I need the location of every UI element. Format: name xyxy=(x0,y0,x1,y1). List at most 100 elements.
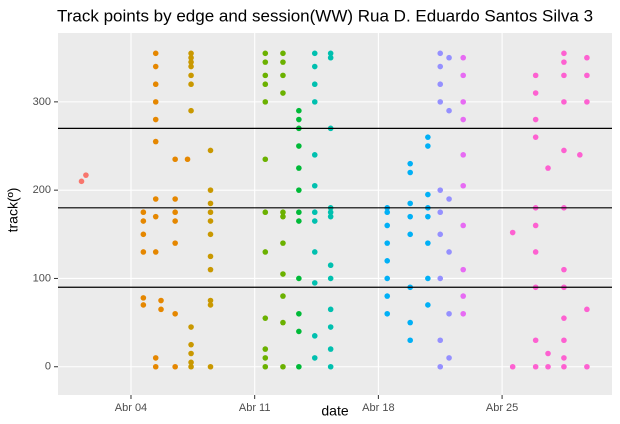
point xyxy=(407,213,413,220)
chart-title: Track points by edge and session(WW) Rua… xyxy=(57,6,593,25)
point xyxy=(172,240,178,246)
point xyxy=(446,310,452,317)
point xyxy=(188,63,194,70)
point xyxy=(152,116,159,123)
point xyxy=(311,333,318,339)
point xyxy=(425,213,431,220)
point xyxy=(384,209,391,216)
point xyxy=(532,72,539,79)
point xyxy=(446,355,452,361)
plot-panel xyxy=(58,33,612,395)
point xyxy=(561,99,567,105)
point xyxy=(532,222,539,229)
point xyxy=(425,302,431,308)
point xyxy=(140,209,147,216)
point xyxy=(280,271,286,277)
point xyxy=(207,302,214,308)
point xyxy=(152,138,159,145)
point xyxy=(545,363,551,370)
point xyxy=(296,143,302,149)
point xyxy=(577,152,583,158)
point xyxy=(509,363,516,370)
point xyxy=(262,249,269,255)
point xyxy=(407,160,413,167)
point xyxy=(584,99,590,105)
point xyxy=(188,107,194,114)
point xyxy=(152,363,159,370)
point xyxy=(188,54,194,61)
point xyxy=(327,324,334,330)
point xyxy=(140,231,147,238)
point xyxy=(207,147,214,154)
point xyxy=(152,355,159,361)
point xyxy=(425,134,431,140)
point xyxy=(327,363,334,370)
point xyxy=(561,266,567,273)
point xyxy=(446,107,452,114)
point xyxy=(327,306,334,313)
point xyxy=(425,240,431,246)
point xyxy=(584,363,590,370)
x-axis-label: date xyxy=(321,403,348,419)
point xyxy=(140,218,147,224)
point xyxy=(437,275,444,282)
point xyxy=(262,81,269,88)
point xyxy=(561,355,567,361)
point xyxy=(296,218,302,224)
point xyxy=(262,72,269,79)
point xyxy=(152,81,159,88)
point xyxy=(262,50,269,57)
point xyxy=(280,240,286,246)
x-tick-label: Abr 11 xyxy=(239,402,271,414)
point xyxy=(460,54,467,61)
point xyxy=(262,99,269,105)
point xyxy=(158,297,164,304)
point xyxy=(172,209,178,216)
point xyxy=(262,355,269,361)
point xyxy=(188,81,194,88)
point xyxy=(460,266,467,273)
point xyxy=(262,315,269,321)
point xyxy=(152,196,159,202)
point xyxy=(207,266,214,273)
point xyxy=(296,275,302,282)
point xyxy=(172,363,178,370)
point xyxy=(296,328,302,335)
point xyxy=(207,363,214,370)
point xyxy=(207,231,214,238)
point xyxy=(425,143,431,149)
point xyxy=(425,275,431,282)
point xyxy=(407,200,413,207)
point xyxy=(407,231,413,238)
point xyxy=(140,295,147,301)
point xyxy=(446,196,452,202)
point xyxy=(311,249,318,255)
point xyxy=(207,218,214,224)
point xyxy=(188,59,194,65)
point xyxy=(188,72,194,79)
point xyxy=(437,99,444,105)
point xyxy=(311,81,318,88)
point xyxy=(532,363,539,370)
point xyxy=(425,191,431,198)
point xyxy=(262,346,269,352)
point xyxy=(561,147,567,154)
point xyxy=(311,218,318,224)
point xyxy=(460,99,467,105)
point xyxy=(384,293,391,299)
point xyxy=(561,315,567,321)
point xyxy=(188,363,194,370)
point xyxy=(545,165,551,171)
point xyxy=(460,182,467,189)
point xyxy=(311,280,318,286)
point xyxy=(327,213,334,220)
point xyxy=(460,116,467,123)
y-tick-label: 200 xyxy=(33,184,51,196)
point xyxy=(280,90,286,96)
y-axis-label: track(º) xyxy=(5,188,21,233)
point xyxy=(545,350,551,357)
point xyxy=(296,116,302,123)
point xyxy=(584,72,590,79)
point xyxy=(561,337,567,344)
